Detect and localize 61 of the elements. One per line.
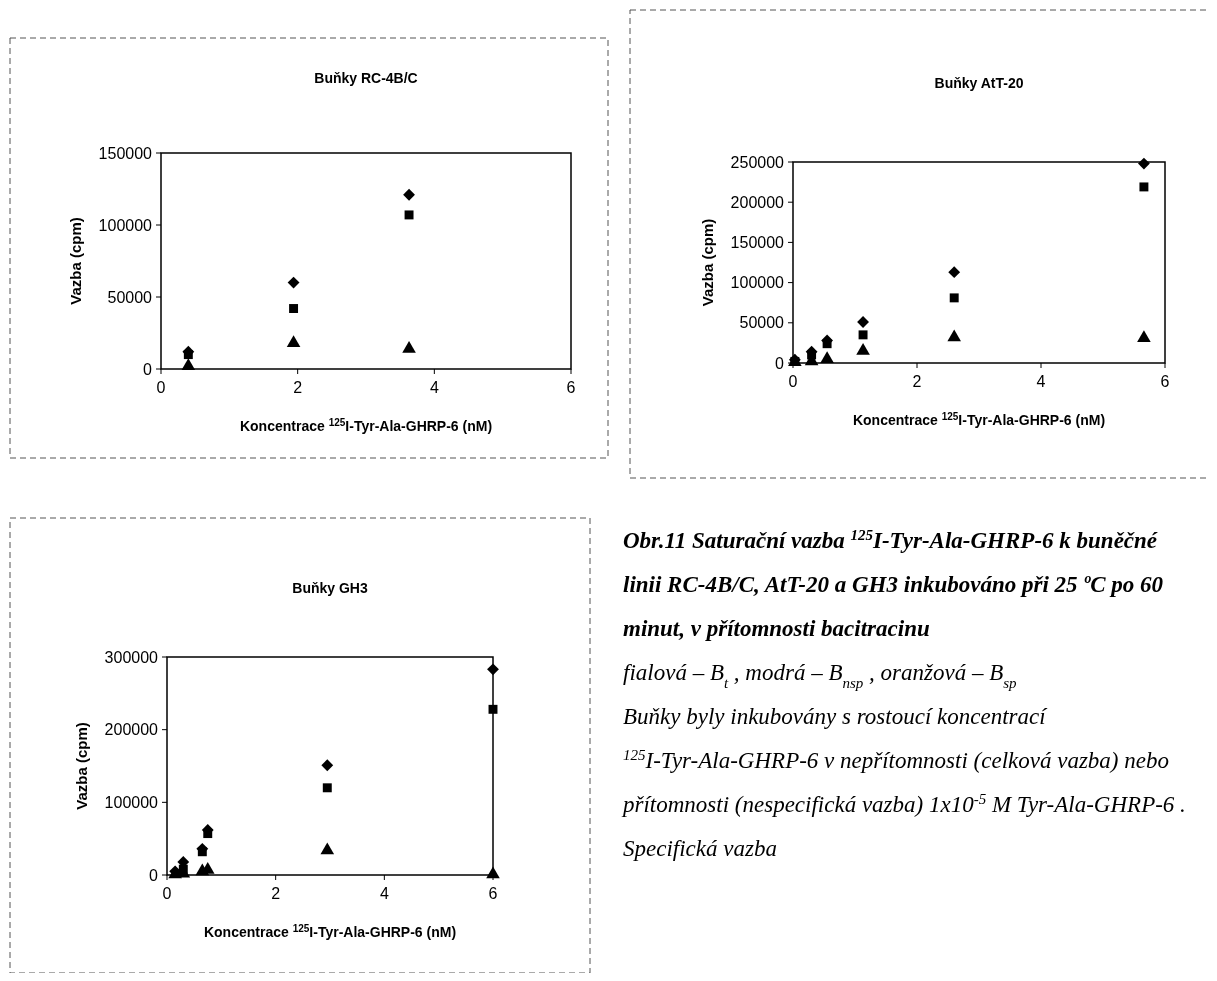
- y-tick-label: 100000: [98, 216, 153, 234]
- x-tick-label: 4: [429, 379, 439, 396]
- point: [403, 188, 415, 201]
- text: fialová – B$_{t}$ , modrá – B$_{nsp}$ , oranžová – B$_{sp}$: [623, 660, 1018, 691]
- y-axis-title: Vazba (cpm): [73, 722, 90, 810]
- y-tick-label: 0: [143, 360, 153, 378]
- point: [1139, 182, 1149, 192]
- point: [320, 842, 335, 855]
- y-tick-label: 150000: [730, 234, 785, 251]
- y-tick-label: 200000: [730, 193, 785, 211]
- x-axis-title: Koncentrace $^{125}$I-Tyr-Ala-GHRP-6 (nM): [203, 922, 457, 940]
- point: [1137, 330, 1151, 342]
- y-tick-label: 50000: [739, 314, 785, 332]
- x-tick-label: 2: [271, 885, 281, 902]
- x-tick-label: 6: [1160, 373, 1170, 390]
- y-tick-label: 150000: [98, 144, 153, 162]
- chart-title: Buňky AtT-20: [934, 75, 1024, 91]
- y-tick-label: 200000: [104, 721, 159, 739]
- x-tick-label: 6: [488, 885, 498, 902]
- y-tick-label: 300000: [104, 648, 159, 666]
- chart-title: Buňky RC-4B/C: [314, 70, 418, 86]
- point: [488, 704, 498, 714]
- point: [1138, 157, 1150, 170]
- x-tick-label: 4: [379, 885, 389, 902]
- point: [289, 304, 299, 313]
- point: [181, 358, 196, 371]
- y-tick-label: 50000: [107, 288, 153, 306]
- point: [949, 293, 959, 303]
- x-tick-label: 0: [788, 373, 798, 390]
- chart-title: Buňky GH3: [292, 580, 368, 596]
- point: [822, 339, 832, 349]
- x-axis-title: Koncentrace $^{125}$I-Tyr-Ala-GHRP-6 (nM): [239, 416, 493, 434]
- y-axis-title: Vazba (cpm): [67, 217, 84, 305]
- point: [486, 866, 500, 879]
- x-tick-label: 2: [293, 379, 303, 396]
- point: [183, 350, 193, 360]
- point: [402, 340, 416, 353]
- point: [322, 783, 332, 793]
- x-tick-label: 6: [566, 379, 576, 396]
- x-axis-title: Koncentrace $^{125}$I-Tyr-Ala-GHRP-6 (nM): [852, 410, 1106, 428]
- x-tick-label: 2: [912, 373, 922, 390]
- point: [287, 276, 300, 289]
- point: [286, 335, 301, 347]
- point: [321, 759, 334, 772]
- y-tick-label: 0: [149, 866, 159, 884]
- y-tick-label: 250000: [730, 153, 785, 171]
- point: [858, 330, 868, 340]
- y-axis-title: Vazba (cpm): [699, 218, 716, 307]
- x-tick-label: 4: [1036, 373, 1046, 390]
- y-tick-label: 0: [775, 354, 785, 372]
- y-tick-label: 100000: [730, 274, 785, 292]
- point: [197, 847, 207, 857]
- point: [947, 329, 961, 342]
- point: [948, 266, 961, 279]
- text: Buňky byly inkubovány s rostoucí koncentrací $^{125}$I-Tyr-Ala-GHRP-6 v nepřítomnosti (celková vazba) nebo přítomnosti (nespecifická vazba) 1x10$^{-5}$ M Tyr-Ala-GHRP-6 . Specifická vazba: [623, 704, 1186, 861]
- point: [820, 351, 834, 363]
- x-tick-label: 0: [162, 885, 172, 902]
- point: [487, 663, 499, 676]
- y-tick-label: 100000: [104, 793, 159, 811]
- point: [404, 210, 414, 220]
- point: [856, 343, 870, 355]
